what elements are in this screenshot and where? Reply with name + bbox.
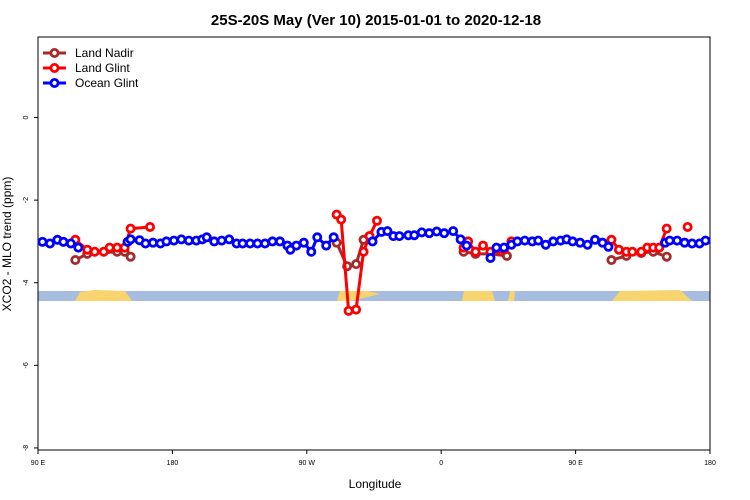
legend-marker — [49, 63, 60, 74]
point — [439, 228, 450, 239]
y-tick-label: -2 — [23, 197, 30, 203]
land-patch — [508, 291, 515, 301]
land-patch — [612, 290, 692, 301]
point — [567, 236, 578, 247]
y-tick-label: -6 — [23, 362, 30, 368]
point — [424, 228, 435, 239]
point — [533, 235, 544, 246]
point — [73, 242, 84, 253]
point — [455, 234, 466, 245]
point — [58, 236, 69, 247]
point — [125, 234, 136, 245]
point — [627, 246, 638, 257]
point — [448, 226, 459, 237]
point — [216, 235, 227, 246]
point — [224, 234, 235, 245]
point — [328, 232, 339, 243]
y-tick-label: 0 — [23, 115, 30, 119]
x-tick-label: 180 — [167, 460, 179, 467]
point — [125, 251, 136, 262]
point — [343, 305, 354, 316]
point — [44, 238, 55, 249]
point — [371, 215, 382, 226]
point — [382, 226, 393, 237]
point — [298, 237, 309, 248]
ocean-strip — [38, 291, 710, 301]
point — [140, 238, 151, 249]
point — [367, 236, 378, 247]
point — [512, 236, 523, 247]
point — [351, 259, 362, 270]
point — [700, 235, 711, 246]
x-tick-label: 90 E — [568, 460, 583, 467]
point — [336, 214, 347, 225]
land-patch — [462, 291, 495, 301]
legend-label: Ocean Glint — [75, 76, 139, 90]
legend-label: Land Nadir — [75, 46, 134, 60]
point — [161, 236, 172, 247]
x-tick-label: 90 E — [31, 460, 46, 467]
point — [274, 236, 285, 247]
point — [548, 236, 559, 247]
point — [661, 223, 672, 234]
point — [306, 246, 317, 257]
x-tick-label: 0 — [439, 460, 443, 467]
point — [540, 239, 551, 250]
y-axis-label: XCO2 - MLO trend (ppm) — [0, 177, 14, 312]
legend-label: Land Glint — [75, 61, 130, 75]
point — [168, 235, 179, 246]
point — [125, 223, 136, 234]
land-patch — [75, 290, 132, 301]
x-tick-label: 90 W — [299, 460, 316, 467]
point — [582, 239, 593, 250]
legend-marker — [49, 78, 60, 89]
point — [351, 304, 362, 315]
point — [679, 237, 690, 248]
y-tick-label: -8 — [23, 445, 30, 451]
point — [394, 231, 405, 242]
point — [654, 242, 665, 253]
point — [209, 236, 220, 247]
point — [478, 240, 489, 251]
point — [519, 235, 530, 246]
chart-title: 25S-20S May (Ver 10) 2015-01-01 to 2020-… — [211, 12, 541, 29]
point — [70, 255, 81, 266]
x-tick-label: 180 — [704, 460, 716, 467]
point — [661, 251, 672, 262]
y-tick-label: -4 — [23, 280, 30, 286]
legend-marker — [49, 48, 60, 59]
x-axis-label: Longitude — [349, 477, 402, 491]
point — [603, 241, 614, 252]
point — [176, 234, 187, 245]
point — [682, 221, 693, 232]
point — [416, 227, 427, 238]
point — [431, 226, 442, 237]
point — [89, 246, 100, 257]
point — [144, 221, 155, 232]
point — [470, 246, 481, 257]
point — [461, 240, 472, 251]
point — [312, 232, 323, 243]
point — [321, 240, 332, 251]
point — [606, 255, 617, 266]
point — [147, 237, 158, 248]
point — [358, 246, 369, 257]
point — [201, 232, 212, 243]
point — [485, 252, 496, 263]
point — [37, 236, 48, 247]
land-ocean-strip — [38, 290, 710, 301]
point — [65, 238, 76, 249]
